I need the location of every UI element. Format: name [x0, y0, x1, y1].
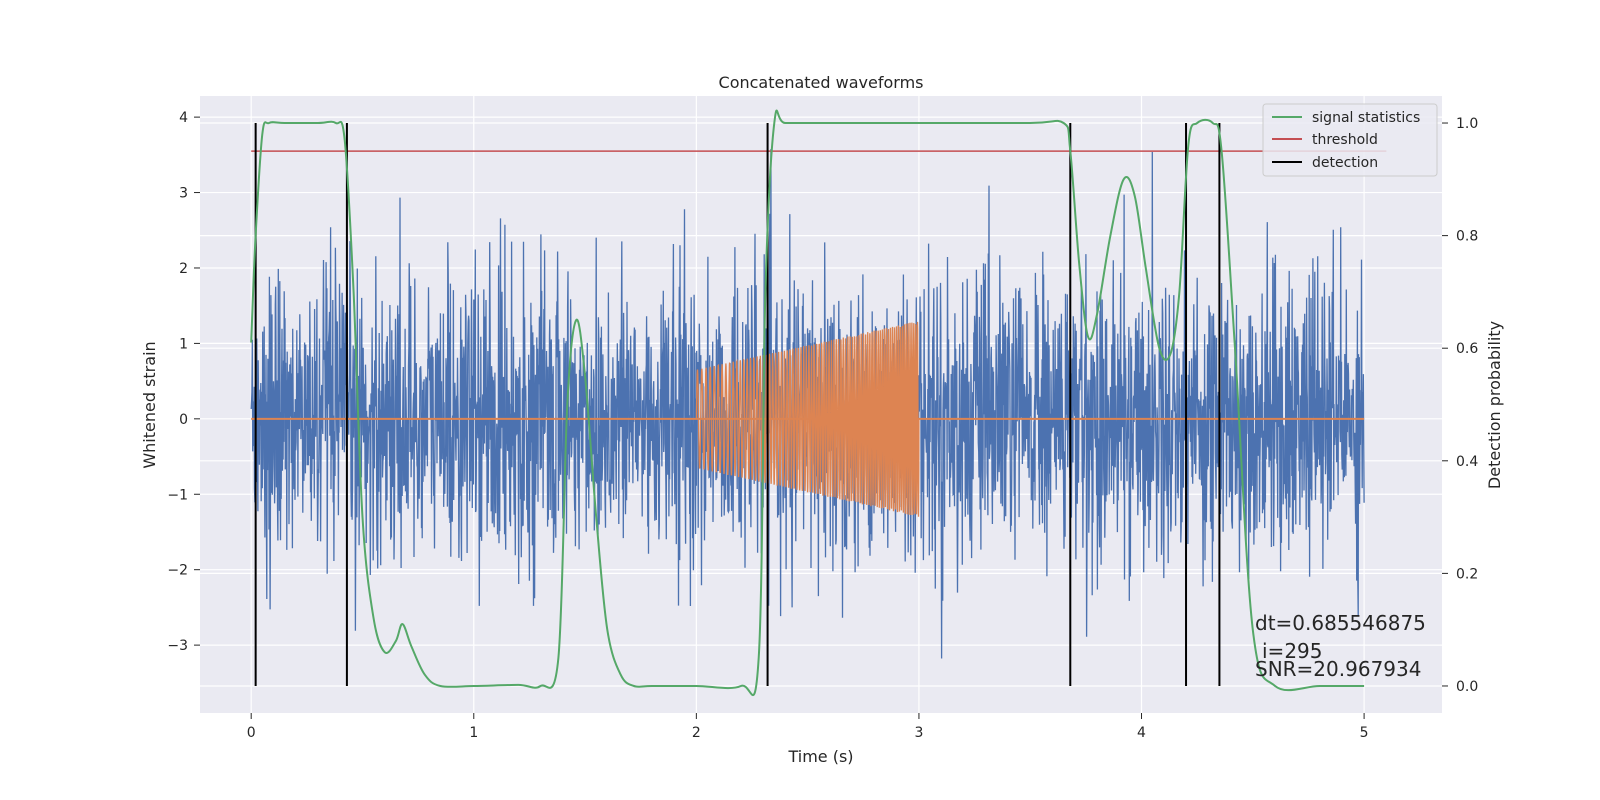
- x-tick-label: 4: [1137, 725, 1146, 741]
- y2-tick-label: 0.0: [1456, 679, 1478, 695]
- y-tick-label: −3: [167, 638, 188, 654]
- y2-tick-label: 0.8: [1456, 229, 1478, 245]
- x-tick-label: 0: [247, 725, 256, 741]
- axis-ticks: 0 1 2 3 4 5 −3 −2 −1 0 1 2 3 4 0.0 0.2 0.4 0.6 0.8 1.0: [167, 110, 1478, 741]
- legend-label-signal-statistics: signal statistics: [1312, 110, 1420, 126]
- x-tick-label: 2: [692, 725, 701, 741]
- y-tick-label: 0: [179, 412, 188, 428]
- y2-tick-label: 1.0: [1456, 116, 1478, 132]
- whitened-strain-series: [250, 149, 1365, 659]
- x-tick-label: 3: [914, 725, 923, 741]
- y2-tick-label: 0.6: [1456, 341, 1478, 357]
- y-axis-label: Whitened strain: [140, 341, 159, 468]
- legend: signal statistics threshold detection: [1262, 103, 1438, 177]
- whitened-strain-line: [250, 149, 1365, 659]
- annotation-snr: SNR=20.967934: [1255, 657, 1421, 681]
- annotation-index: i=295: [1262, 639, 1323, 663]
- y2-axis-label: Detection probability: [1485, 321, 1504, 489]
- y-tick-label: 2: [179, 261, 188, 277]
- injection-waveform-line: [695, 321, 920, 517]
- signal-statistics-line: [250, 109, 1365, 697]
- y-tick-label: 1: [179, 336, 188, 352]
- y-tick-label: 4: [179, 110, 188, 126]
- legend-label-detection: detection: [1312, 155, 1378, 171]
- y-tick-label: 3: [179, 186, 188, 202]
- x-axis-label: Time (s): [787, 747, 853, 766]
- legend-label-threshold: threshold: [1312, 132, 1378, 148]
- y-tick-label: −2: [167, 563, 188, 579]
- detection-series: [254, 123, 1221, 686]
- signal-statistics-series: [250, 109, 1365, 697]
- legend-box: [1262, 103, 1438, 177]
- x-tick-label: 5: [1360, 725, 1369, 741]
- x-tick-label: 1: [469, 725, 478, 741]
- y2-tick-label: 0.4: [1456, 454, 1478, 470]
- y2-tick-label: 0.2: [1456, 566, 1478, 582]
- y-tick-label: −1: [167, 487, 188, 503]
- injection-waveform-series: [251, 321, 1365, 517]
- chart-title: Concatenated waveforms: [719, 73, 924, 92]
- annotation-dt: dt=0.685546875: [1255, 611, 1426, 635]
